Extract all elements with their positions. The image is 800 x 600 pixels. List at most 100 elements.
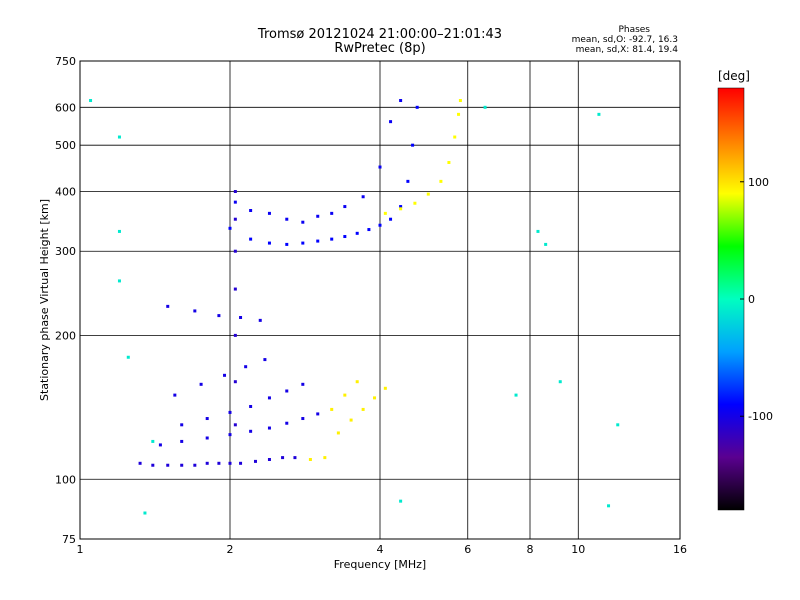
- chart-title: Tromsø 20121024 21:00:00–21:01:43: [257, 27, 503, 42]
- data-point: [267, 457, 271, 461]
- data-point: [233, 217, 237, 221]
- data-point: [316, 214, 320, 218]
- data-point: [383, 211, 387, 215]
- colorbar-unit: [deg]: [718, 69, 750, 83]
- data-point: [514, 393, 518, 397]
- data-point: [233, 189, 237, 193]
- data-point: [285, 421, 289, 425]
- colorbar: [717, 87, 745, 511]
- data-point: [249, 209, 253, 213]
- data-point: [233, 333, 237, 337]
- data-point: [199, 382, 203, 386]
- colorbar-ticks: 100 0 -100: [740, 176, 773, 423]
- stats-x-mode: mean, sd,X: 81.4, 19.4: [575, 45, 678, 55]
- data-point: [205, 436, 209, 440]
- data-point: [355, 231, 359, 235]
- colorbar-tick-label: 0: [748, 293, 755, 306]
- data-point: [389, 120, 393, 124]
- chart-subtitle: RwPretec (8p): [334, 41, 426, 56]
- y-tick-label: 400: [55, 185, 76, 198]
- data-point: [205, 417, 209, 421]
- data-point: [138, 461, 142, 465]
- data-point: [383, 386, 387, 390]
- data-point: [457, 112, 461, 116]
- data-point: [558, 380, 562, 384]
- y-tick-label: 750: [55, 55, 76, 68]
- data-point: [143, 511, 147, 515]
- data-point: [285, 389, 289, 393]
- data-point: [301, 241, 305, 245]
- y-tick-label: 200: [55, 329, 76, 342]
- data-point: [233, 380, 237, 384]
- data-point: [447, 160, 451, 164]
- x-axis-ticks: 1 2 4 6 8 10 16: [77, 543, 688, 556]
- x-tick-label: 4: [377, 543, 384, 556]
- data-point: [597, 112, 601, 116]
- data-point: [536, 229, 540, 233]
- grid-lines: [80, 61, 680, 539]
- data-point: [349, 418, 353, 422]
- y-axis-ticks: 75 100 200 300 400 500 600 750: [55, 55, 76, 546]
- data-point: [343, 205, 347, 209]
- data-point: [228, 226, 232, 230]
- data-point: [378, 223, 382, 227]
- colorbar-tick-label: -100: [748, 410, 773, 423]
- data-point: [544, 242, 548, 246]
- data-point: [258, 318, 262, 322]
- data-point: [336, 431, 340, 435]
- x-tick-label: 2: [227, 543, 234, 556]
- data-point: [330, 211, 334, 215]
- data-point: [323, 456, 327, 460]
- data-point: [399, 99, 403, 103]
- data-point: [453, 135, 457, 139]
- data-point: [607, 504, 611, 508]
- data-point: [267, 426, 271, 430]
- data-point: [233, 287, 237, 291]
- data-point: [223, 373, 227, 377]
- data-point: [228, 433, 232, 437]
- data-point: [361, 407, 365, 411]
- data-point: [239, 315, 243, 319]
- y-tick-label: 100: [55, 473, 76, 486]
- data-point: [244, 365, 248, 369]
- x-tick-label: 8: [527, 543, 534, 556]
- data-point: [458, 99, 462, 103]
- data-point: [301, 220, 305, 224]
- data-point: [228, 461, 232, 465]
- data-point: [205, 461, 209, 465]
- data-point: [151, 439, 155, 443]
- data-point: [316, 239, 320, 243]
- data-point: [367, 228, 371, 232]
- data-point: [249, 237, 253, 241]
- stats-o-mode: mean, sd,O: -92.7, 16.3: [571, 35, 678, 45]
- y-tick-label: 500: [55, 139, 76, 152]
- data-point: [253, 459, 257, 463]
- x-tick-label: 1: [77, 543, 84, 556]
- data-point: [389, 217, 393, 221]
- data-point: [439, 179, 443, 183]
- data-point: [117, 135, 121, 139]
- data-point: [293, 456, 297, 460]
- data-points: [89, 99, 620, 515]
- y-tick-label: 600: [55, 101, 76, 114]
- data-point: [180, 439, 184, 443]
- data-point: [239, 461, 243, 465]
- data-point: [281, 456, 285, 460]
- data-point: [249, 429, 253, 433]
- data-point: [378, 165, 382, 169]
- data-point: [330, 407, 334, 411]
- data-point: [355, 380, 359, 384]
- data-point: [193, 309, 197, 313]
- y-tick-label: 300: [55, 245, 76, 258]
- data-point: [406, 179, 410, 183]
- data-point: [285, 217, 289, 221]
- data-point: [166, 463, 170, 467]
- data-point: [217, 461, 221, 465]
- data-point: [193, 463, 197, 467]
- data-point: [343, 393, 347, 397]
- x-tick-label: 16: [673, 543, 687, 556]
- data-point: [426, 192, 430, 196]
- data-point: [413, 201, 417, 205]
- data-point: [399, 499, 403, 503]
